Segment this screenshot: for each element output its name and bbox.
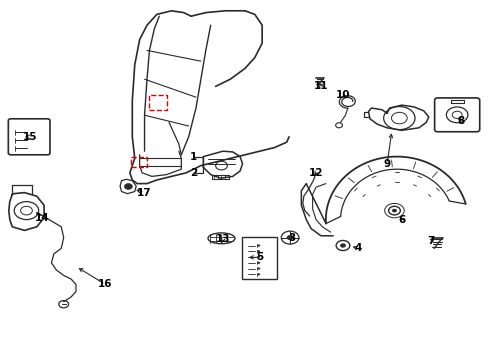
- Text: 10: 10: [336, 90, 350, 100]
- Text: 13: 13: [216, 234, 230, 244]
- Circle shape: [257, 267, 260, 270]
- Text: 3: 3: [288, 233, 295, 243]
- Circle shape: [287, 235, 294, 240]
- Text: 4: 4: [354, 243, 362, 253]
- Circle shape: [257, 262, 260, 264]
- Circle shape: [257, 244, 260, 247]
- Circle shape: [257, 256, 260, 258]
- Text: 6: 6: [398, 215, 405, 225]
- Text: 11: 11: [314, 81, 328, 91]
- Circle shape: [124, 184, 132, 189]
- Text: 7: 7: [427, 236, 435, 246]
- Text: 16: 16: [98, 279, 113, 289]
- Text: 15: 15: [23, 132, 38, 142]
- Text: 1: 1: [190, 152, 197, 162]
- Text: 9: 9: [384, 159, 391, 169]
- Circle shape: [392, 209, 397, 212]
- Text: 5: 5: [256, 252, 263, 262]
- Text: 2: 2: [190, 168, 197, 178]
- Circle shape: [340, 243, 346, 248]
- Text: 12: 12: [309, 168, 323, 178]
- Circle shape: [257, 250, 260, 252]
- Text: 8: 8: [457, 116, 464, 126]
- Text: 14: 14: [34, 213, 49, 223]
- Circle shape: [257, 273, 260, 275]
- Text: 17: 17: [137, 188, 152, 198]
